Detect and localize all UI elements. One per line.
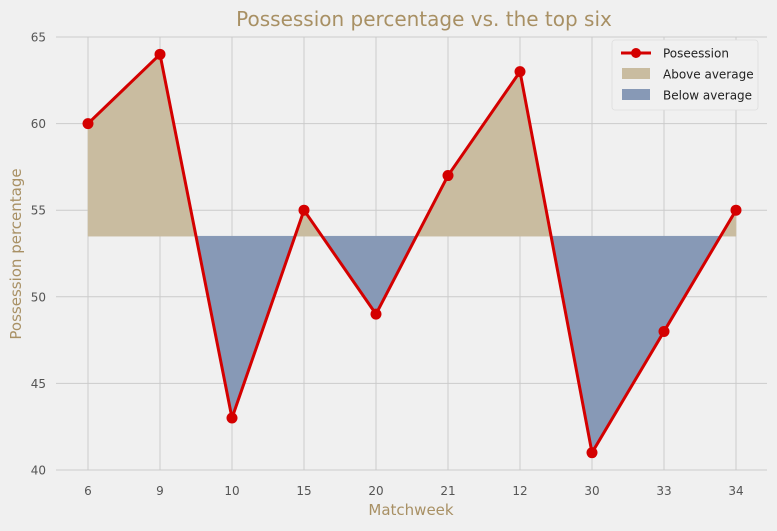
data-point — [82, 118, 94, 130]
data-point — [298, 204, 310, 216]
x-tick-label: 30 — [584, 484, 599, 498]
x-axis-label: Matchweek — [368, 501, 453, 519]
x-tick-label: 10 — [224, 484, 239, 498]
legend-label-above: Above average — [663, 68, 754, 82]
y-tick-label: 50 — [31, 290, 46, 304]
data-point — [226, 412, 238, 424]
data-point — [658, 325, 670, 337]
x-tick-label: 12 — [512, 484, 527, 498]
x-tick-label: 9 — [156, 484, 164, 498]
legend-label-below: Below average — [663, 89, 752, 103]
data-point — [730, 204, 742, 216]
y-tick-label: 65 — [31, 31, 46, 45]
legend-marker-swatch — [631, 48, 641, 58]
x-tick-label: 21 — [440, 484, 455, 498]
possession-line — [86, 52, 738, 455]
data-point — [442, 170, 454, 182]
x-tick-label: 6 — [84, 484, 92, 498]
y-tick-label: 40 — [31, 464, 46, 478]
tick-labels: 40 45 50 55 60 65 6 9 10 15 20 21 12 30 33 34 — [31, 31, 744, 499]
legend-swatch-below — [622, 89, 650, 100]
legend-swatch-above — [622, 68, 650, 79]
data-point — [154, 48, 166, 60]
x-tick-label: 33 — [656, 484, 671, 498]
x-tick-label: 20 — [368, 484, 383, 498]
legend-label-possession: Poseession — [663, 47, 729, 61]
x-tick-label: 15 — [296, 484, 311, 498]
data-point — [370, 308, 382, 320]
data-point — [586, 447, 598, 459]
legend: Poseession Above average Below average — [611, 39, 759, 111]
series-points — [82, 48, 742, 459]
series-line — [86, 52, 738, 455]
y-axis-label: Possession percentage — [7, 168, 25, 339]
x-tick-label: 34 — [728, 484, 743, 498]
y-tick-label: 45 — [31, 377, 46, 391]
y-tick-label: 55 — [31, 204, 46, 218]
y-tick-label: 60 — [31, 117, 46, 131]
chart-title: Possession percentage vs. the top six — [236, 7, 612, 31]
data-point — [514, 66, 526, 78]
